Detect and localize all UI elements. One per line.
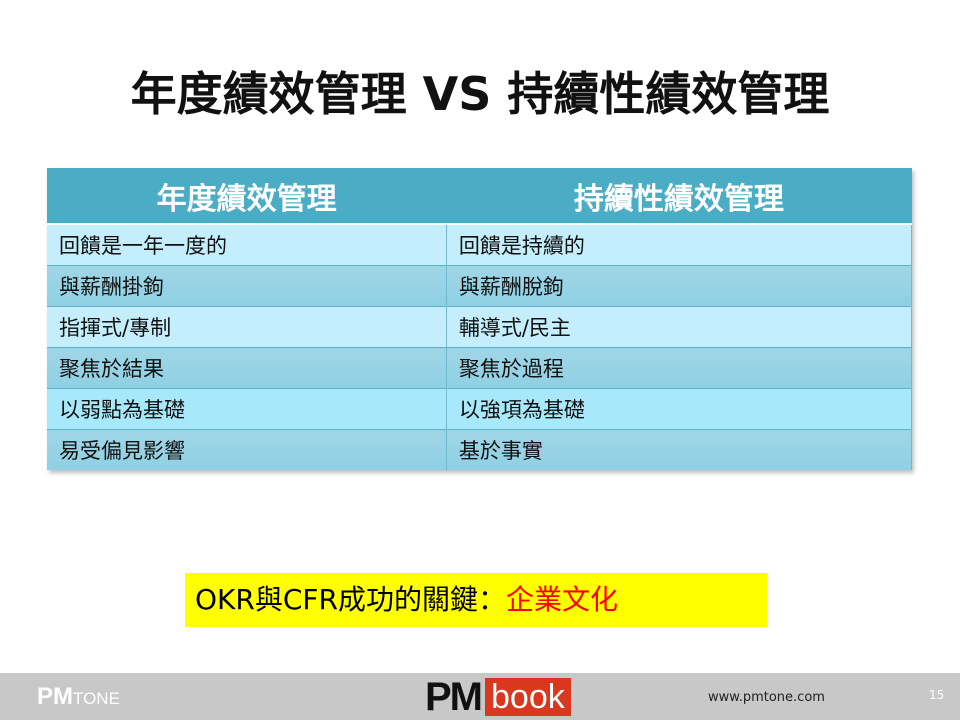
cell: 與薪酬脫鉤: [446, 265, 913, 307]
footer: PMTONE PM book www.pmtone.com 15: [0, 673, 960, 720]
table-row: 以弱點為基礎 以強項為基礎: [47, 388, 913, 430]
slide-title: 年度績效管理 VS 持續性績效管理: [130, 67, 830, 121]
cell: 易受偏見影響: [47, 429, 447, 470]
table-row: 指揮式/專制 輔導式/民主: [47, 306, 913, 348]
cell: 以弱點為基礎: [47, 388, 447, 430]
page-number: 15: [929, 688, 945, 702]
header-continuous: 持續性績效管理: [446, 168, 912, 225]
table-row: 與薪酬掛鉤 與薪酬脫鉤: [47, 265, 913, 307]
pmtone-logo: PMTONE: [37, 683, 120, 710]
header-annual: 年度績效管理: [47, 168, 447, 225]
key-message: OKR與CFR成功的關鍵：企業文化: [185, 573, 767, 627]
table-row: 回饋是一年一度的 回饋是持續的: [47, 223, 913, 266]
cell: 基於事實: [446, 429, 913, 470]
table-row: 聚焦於結果 聚焦於過程: [47, 347, 913, 389]
cell: 輔導式/民主: [446, 306, 913, 348]
cell: 聚焦於過程: [446, 347, 913, 389]
key-highlight: 企業文化: [505, 583, 618, 616]
comparison-table: 年度績效管理 持續性績效管理 回饋是一年一度的 回饋是持續的 與薪酬掛鉤 與薪酬脫鉤…: [47, 168, 913, 470]
cell: 聚焦於結果: [47, 347, 447, 389]
cell: 指揮式/專制: [47, 306, 447, 348]
table-row: 易受偏見影響 基於事實: [47, 429, 913, 470]
pmbook-logo: PM book: [425, 675, 571, 719]
key-prefix: OKR與CFR成功的關鍵：: [195, 583, 506, 616]
cell: 回饋是持續的: [446, 223, 913, 266]
cell: 以強項為基礎: [446, 388, 913, 430]
table-header-row: 年度績效管理 持續性績效管理: [47, 168, 912, 225]
cell: 回饋是一年一度的: [47, 223, 447, 266]
website-url: www.pmtone.com: [708, 690, 825, 705]
cell: 與薪酬掛鉤: [47, 265, 447, 307]
